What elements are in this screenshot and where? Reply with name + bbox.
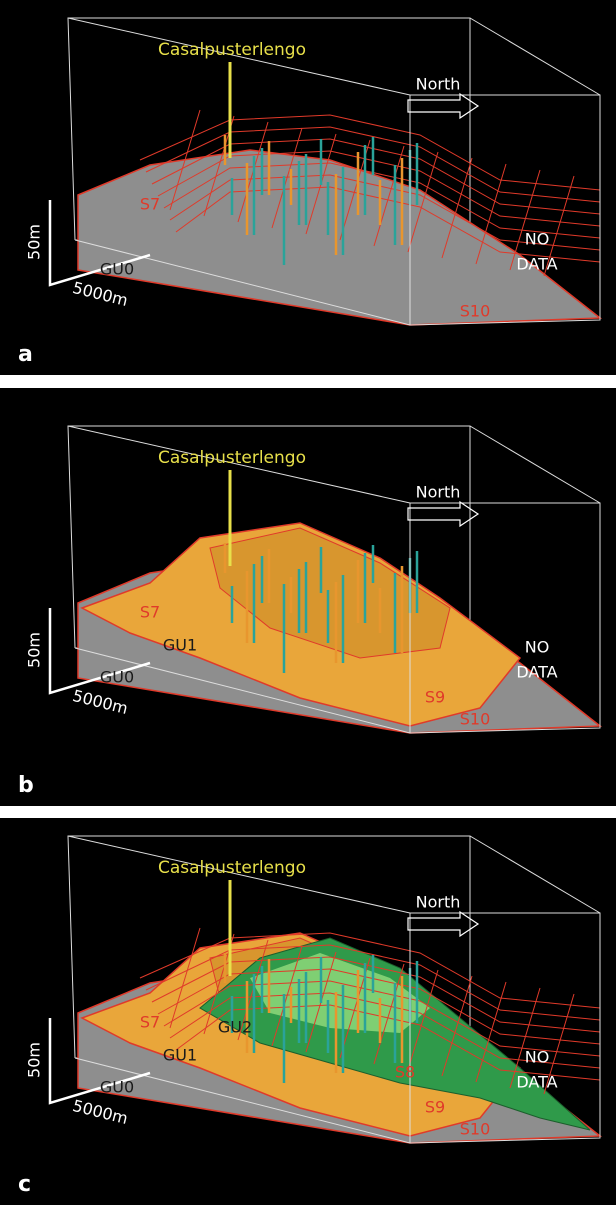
surface-label: S10 <box>460 302 491 321</box>
no-data: DATA <box>516 255 557 274</box>
surface-label: S9 <box>425 688 445 707</box>
north-label: North <box>416 75 461 94</box>
surface-label: S7 <box>140 195 160 214</box>
unit-label: GU2 <box>218 1018 252 1037</box>
unit-label: GU0 <box>100 260 134 279</box>
scale-vertical: 50m <box>25 1042 44 1078</box>
panel-letter: a <box>18 342 33 367</box>
unit-label: GU1 <box>163 636 197 655</box>
place-label: Casalpusterlengo <box>158 448 306 468</box>
unit-label: GU1 <box>163 1046 197 1065</box>
scale-vertical: 50m <box>25 224 44 260</box>
surface-label: S10 <box>460 710 491 729</box>
surface-label: S8 <box>395 1063 415 1082</box>
panel: CasalpusterlengoNorthNODATA50m5000mGU0GU… <box>0 818 616 1205</box>
panel-letter: b <box>18 773 34 798</box>
no-data: DATA <box>516 663 557 682</box>
no-data: DATA <box>516 1073 557 1092</box>
surface-label: S9 <box>425 1098 445 1117</box>
no-data: NO <box>525 638 550 657</box>
surface-label: S7 <box>140 603 160 622</box>
figure: CasalpusterlengoNorthNODATA50m5000mGU0S7… <box>0 0 616 1205</box>
panel-letter: c <box>18 1172 31 1197</box>
unit-label: GU0 <box>100 668 134 687</box>
north-label: North <box>416 893 461 912</box>
place-label: Casalpusterlengo <box>158 858 306 878</box>
surface-label: S10 <box>460 1120 491 1139</box>
scale-vertical: 50m <box>25 632 44 668</box>
surface-label: S7 <box>140 1013 160 1032</box>
panel: CasalpusterlengoNorthNODATA50m5000mGU0GU… <box>0 388 616 806</box>
unit-label: GU0 <box>100 1078 134 1097</box>
no-data: NO <box>525 1048 550 1067</box>
panel: CasalpusterlengoNorthNODATA50m5000mGU0S7… <box>0 0 616 375</box>
north-label: North <box>416 483 461 502</box>
no-data: NO <box>525 230 550 249</box>
place-label: Casalpusterlengo <box>158 40 306 60</box>
